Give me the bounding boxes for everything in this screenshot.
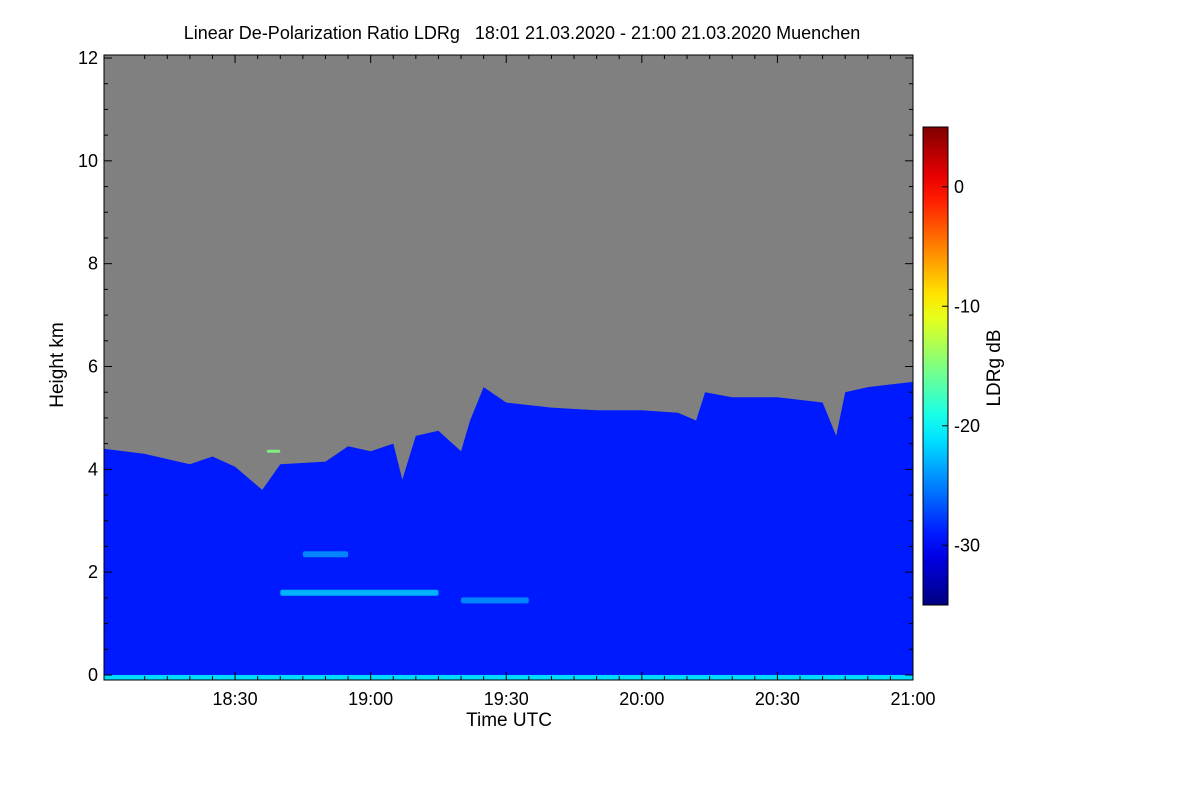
feature-3 bbox=[104, 675, 913, 680]
plot-frame bbox=[103, 54, 914, 681]
y-tick-label: 4 bbox=[88, 459, 98, 479]
x-tick-label: 20:00 bbox=[619, 689, 664, 709]
x-tick-label: 21:00 bbox=[890, 689, 935, 709]
colorbar-tick-label: -20 bbox=[954, 416, 980, 436]
y-tick-label: 10 bbox=[78, 151, 98, 171]
x-tick-label: 20:30 bbox=[755, 689, 800, 709]
x-tick-label: 19:30 bbox=[484, 689, 529, 709]
y-axis: 0 2 4 6 8 10 12 bbox=[78, 48, 913, 685]
feature-2 bbox=[461, 597, 529, 604]
colorbar-label: LDRg dB bbox=[984, 329, 1005, 406]
colorbar-tick-label: 0 bbox=[954, 177, 964, 197]
y-axis-label: Height km bbox=[47, 322, 68, 408]
colorbar: 0 -10 -20 -30 bbox=[922, 126, 980, 606]
colorbar-tick-label: -10 bbox=[954, 296, 980, 316]
x-tick-label: 19:00 bbox=[348, 689, 393, 709]
plot-area bbox=[103, 54, 914, 681]
signal-region bbox=[104, 381, 913, 680]
feature-0 bbox=[280, 589, 439, 596]
y-tick-label: 12 bbox=[78, 48, 98, 68]
colorbar-gradient bbox=[922, 126, 949, 606]
y-tick-label: 0 bbox=[88, 665, 98, 685]
y-tick-label: 8 bbox=[88, 254, 98, 274]
colorbar-tick-label: -30 bbox=[954, 535, 980, 555]
x-axis-label: Time UTC bbox=[466, 710, 552, 731]
y-tick-label: 6 bbox=[88, 357, 98, 377]
chart-title: Linear De-Polarization Ratio LDRg 18:01 … bbox=[184, 23, 860, 43]
ldr-data-layer bbox=[104, 381, 913, 680]
feature-4 bbox=[266, 449, 281, 453]
y-tick-label: 2 bbox=[88, 562, 98, 582]
feature-1 bbox=[302, 551, 349, 558]
x-axis: 18:30 19:00 19:30 20:00 20:30 21:00 bbox=[144, 55, 936, 709]
x-tick-label: 18:30 bbox=[213, 689, 258, 709]
